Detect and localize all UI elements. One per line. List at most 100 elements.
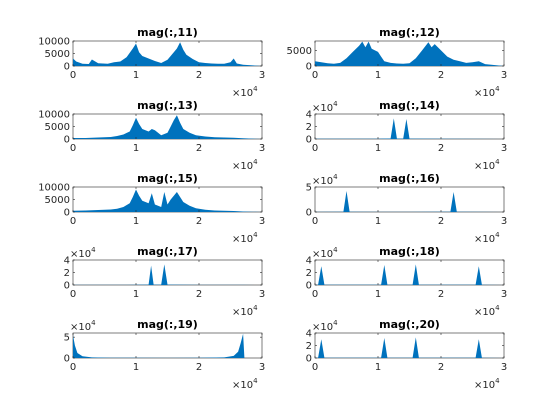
y-tick-label: 2 <box>64 268 70 279</box>
subplot-title: mag(:,15) <box>137 172 198 185</box>
subplot-title: mag(:,18) <box>379 245 440 258</box>
x-tick-label: 0 <box>70 289 76 300</box>
spectrum-series <box>73 115 262 139</box>
x-tick-label: 0 <box>312 362 318 373</box>
subplot: 0 1 2 305×104×104 mag(:,19) <box>64 318 266 391</box>
x-tick-label: 3 <box>501 289 507 300</box>
x-tick-label: 3 <box>259 143 265 154</box>
y-exponent-label: ×104 <box>312 246 338 260</box>
spectrum-series <box>73 189 262 212</box>
y-tick-label: 4 <box>306 110 312 121</box>
x-tick-label: 1 <box>133 216 139 227</box>
subplot-title: mag(:,17) <box>137 245 198 258</box>
y-tick-label: 5 <box>64 333 70 344</box>
y-exponent-label: ×104 <box>312 173 338 187</box>
x-tick-label: 2 <box>196 362 202 373</box>
x-exponent-label: ×104 <box>232 304 258 318</box>
y-tick-label: 0 <box>64 354 70 365</box>
x-tick-label: 1 <box>375 70 381 81</box>
x-tick-label: 2 <box>438 143 444 154</box>
subplot-title: mag(:,11) <box>137 26 198 39</box>
subplot-title: mag(:,14) <box>379 99 440 112</box>
y-tick-label: 0 <box>306 281 312 292</box>
x-tick-label: 3 <box>259 70 265 81</box>
x-tick-label: 1 <box>133 362 139 373</box>
subplot: 0 1 2 305×104×104 mag(:,16) <box>306 172 508 245</box>
x-tick-label: 2 <box>196 289 202 300</box>
y-tick-label: 10000 <box>38 37 70 48</box>
x-tick-label: 3 <box>259 216 265 227</box>
subplot-title: mag(:,16) <box>379 172 440 185</box>
y-tick-label: 2 <box>306 122 312 133</box>
y-exponent-label: ×104 <box>70 319 96 333</box>
spectrum-series <box>73 333 262 358</box>
x-tick-label: 1 <box>375 216 381 227</box>
x-tick-label: 0 <box>70 216 76 227</box>
x-tick-label: 3 <box>501 216 507 227</box>
x-exponent-label: ×104 <box>232 377 258 391</box>
x-tick-label: 1 <box>375 143 381 154</box>
x-exponent-label: ×104 <box>474 377 500 391</box>
y-tick-label: 0 <box>64 62 70 73</box>
x-exponent-label: ×104 <box>474 85 500 99</box>
x-exponent-label: ×104 <box>474 304 500 318</box>
y-tick-label: 0 <box>64 208 70 219</box>
y-tick-label: 0 <box>306 62 312 73</box>
y-tick-label: 5000 <box>45 49 70 60</box>
x-exponent-label: ×104 <box>232 158 258 172</box>
x-tick-label: 2 <box>438 216 444 227</box>
y-tick-label: 0 <box>306 135 312 146</box>
axes-box <box>314 332 505 359</box>
x-tick-label: 0 <box>70 70 76 81</box>
x-tick-label: 3 <box>501 70 507 81</box>
subplot: 0 1 2 3 0 5000 ×104 mag(:,12) <box>287 26 508 99</box>
x-tick-label: 2 <box>438 70 444 81</box>
axes-box <box>314 113 505 140</box>
y-tick-label: 0 <box>306 208 312 219</box>
x-tick-label: 3 <box>259 362 265 373</box>
y-tick-label: 5000 <box>45 195 70 206</box>
x-tick-label: 0 <box>312 143 318 154</box>
y-exponent-label: ×104 <box>312 100 338 114</box>
x-tick-label: 1 <box>375 289 381 300</box>
subplot-title: mag(:,12) <box>379 26 440 39</box>
x-tick-label: 2 <box>438 289 444 300</box>
subplot-title: mag(:,13) <box>137 99 198 112</box>
y-tick-label: 5 <box>306 183 312 194</box>
y-tick-label: 0 <box>64 135 70 146</box>
axes-box <box>72 259 263 286</box>
x-tick-label: 1 <box>133 70 139 81</box>
x-tick-label: 1 <box>133 289 139 300</box>
y-tick-label: 0 <box>306 354 312 365</box>
axes-box <box>314 259 505 286</box>
y-tick-label: 10000 <box>38 110 70 121</box>
y-tick-label: 4 <box>306 329 312 340</box>
x-exponent-label: ×104 <box>474 158 500 172</box>
x-exponent-label: ×104 <box>474 231 500 245</box>
axes-box <box>314 186 505 213</box>
spectrum-series <box>73 42 262 66</box>
x-tick-label: 1 <box>133 143 139 154</box>
x-tick-label: 2 <box>196 70 202 81</box>
y-tick-label: 4 <box>306 256 312 267</box>
y-exponent-label: ×104 <box>70 246 96 260</box>
x-tick-label: 0 <box>70 143 76 154</box>
x-exponent-label: ×104 <box>232 231 258 245</box>
spectrum-series <box>315 41 504 66</box>
y-tick-label: 10000 <box>38 183 70 194</box>
subplot-title: mag(:,19) <box>137 318 198 331</box>
y-tick-label: 2 <box>306 268 312 279</box>
x-tick-label: 2 <box>196 216 202 227</box>
x-tick-label: 2 <box>438 362 444 373</box>
subplot-title: mag(:,20) <box>379 318 440 331</box>
x-tick-label: 0 <box>70 362 76 373</box>
y-tick-label: 4 <box>64 256 70 267</box>
x-tick-label: 3 <box>501 143 507 154</box>
x-tick-label: 0 <box>312 289 318 300</box>
x-tick-label: 2 <box>196 143 202 154</box>
y-exponent-label: ×104 <box>312 319 338 333</box>
